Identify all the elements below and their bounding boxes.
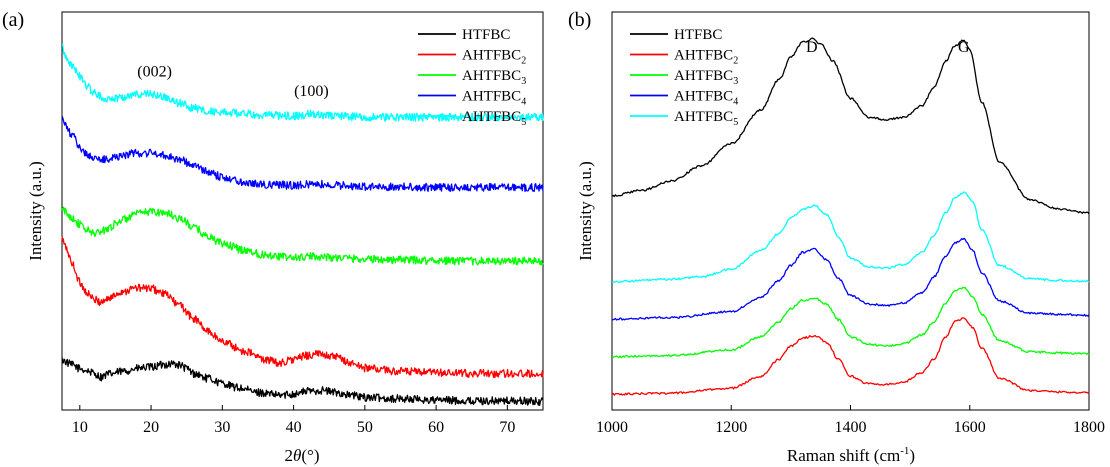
- legend-label: AHTFBC5: [674, 109, 738, 128]
- x-tick-label: 1400: [835, 419, 867, 436]
- series-line-htfbc: [61, 357, 544, 406]
- legend-label: AHTFBC4: [674, 89, 738, 108]
- legend-label: AHTFBC5: [462, 109, 526, 128]
- panel-a-label: (a): [2, 9, 24, 31]
- x-tick-label: 70: [499, 419, 515, 436]
- series-line-ahtfbc2: [611, 317, 1090, 396]
- panel-a-annotations: (002) (100): [137, 64, 328, 100]
- panel-b-x-axis-label: Raman shift (cm-1): [787, 445, 915, 465]
- panel-a: (a) 10 20 30 40 50 60 70 (002) (100) HTFBC AHTFB…: [2, 9, 544, 465]
- legend-label: AHTFBC2: [462, 48, 526, 67]
- x-label-prefix: 2: [285, 446, 294, 465]
- x-tick-label: 30: [214, 419, 230, 436]
- x-label-theta: θ: [293, 446, 301, 465]
- legend-label: AHTFBC3: [462, 68, 526, 87]
- x-label-unit: (°): [301, 446, 319, 465]
- x-tick-label: 1200: [715, 419, 747, 436]
- peak-annotation-0: D: [806, 39, 818, 56]
- x-tick-label: 40: [286, 419, 302, 436]
- legend-label: AHTFBC2: [674, 48, 738, 67]
- panel-a-traces: [61, 43, 544, 406]
- panel-a-plot-frame: [61, 11, 544, 411]
- x-label-text: Raman shift (cm: [787, 446, 900, 465]
- peak-annotation-0: (002): [137, 64, 172, 81]
- x-tick-label: 60: [428, 419, 444, 436]
- legend-label: HTFBC: [462, 27, 510, 43]
- series-line-ahtfbc4: [61, 115, 544, 193]
- panel-b-traces: [611, 37, 1090, 396]
- panel-a-y-axis-label: Intensity (a.u.): [26, 161, 45, 261]
- series-line-htfbc: [611, 37, 1090, 215]
- x-tick-label: 1800: [1073, 419, 1105, 436]
- panel-a-x-ticks: 10 20 30 40 50 60 70: [72, 405, 515, 436]
- x-tick-label: 20: [143, 419, 159, 436]
- x-tick-label: 1600: [954, 419, 986, 436]
- panel-b-y-axis-label: Intensity (a.u.): [576, 161, 595, 261]
- peak-annotation-1: (100): [294, 83, 329, 100]
- x-tick-label: 50: [357, 419, 373, 436]
- legend-label: AHTFBC3: [674, 68, 738, 87]
- series-line-ahtfbc5: [611, 191, 1090, 284]
- legend-label: AHTFBC4: [462, 89, 526, 108]
- x-label-superscript: -1: [900, 445, 909, 457]
- series-line-ahtfbc3: [61, 206, 544, 266]
- panel-b-label: (b): [568, 9, 591, 31]
- panel-a-x-axis-label: 2θ(°): [285, 446, 320, 465]
- panel-b-x-ticks: 1000 1200 1400 1600 1800: [596, 405, 1105, 436]
- series-line-ahtfbc2: [61, 236, 544, 379]
- legend-label: HTFBC: [674, 27, 722, 43]
- peak-annotation-1: G: [958, 39, 970, 56]
- series-line-ahtfbc4: [612, 237, 1090, 321]
- series-line-ahtfbc5: [61, 43, 544, 122]
- x-tick-label: 10: [72, 419, 88, 436]
- x-label-close: ): [909, 446, 915, 465]
- series-line-ahtfbc3: [611, 286, 1090, 359]
- x-tick-label: 1000: [596, 419, 628, 436]
